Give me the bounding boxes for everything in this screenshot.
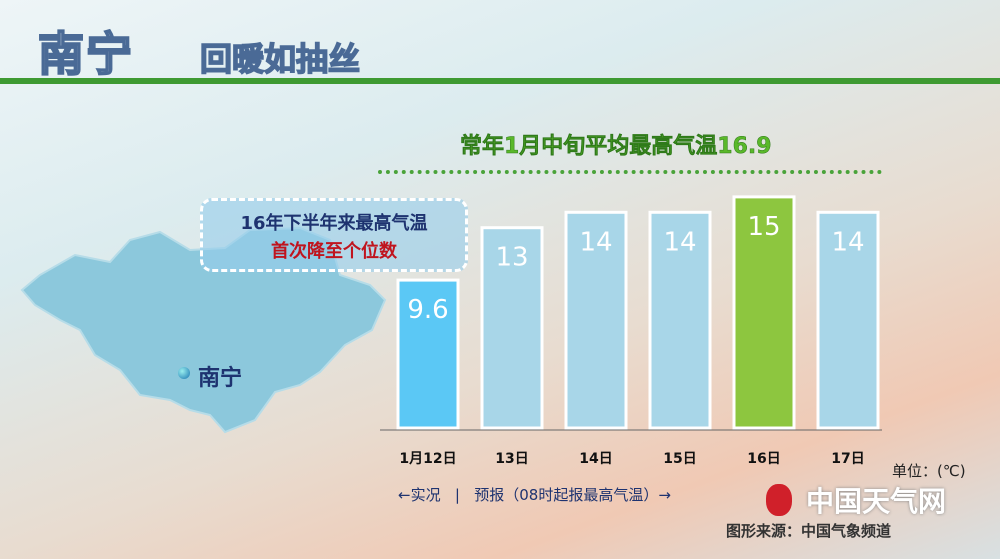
city-title: 南宁 <box>37 26 134 82</box>
x-tick-label: 17日 <box>831 451 864 467</box>
callout-line2: 首次降至个位数 <box>271 241 397 262</box>
data-label: 14 <box>831 227 864 257</box>
callout-line1: 16年下半年来最高气温 <box>240 213 428 234</box>
data-label: 15 <box>747 212 780 242</box>
unit-label: 单位：(℃) <box>892 462 966 480</box>
legend: ←实况 | 预报（08时起报最高气温）→ <box>398 486 671 504</box>
data-label: 14 <box>579 227 612 257</box>
city-label: 南宁 <box>198 366 243 391</box>
data-label: 14 <box>663 227 696 257</box>
reference-line <box>378 170 882 174</box>
x-tick-label: 1月12日 <box>399 451 456 467</box>
source-label: 图形来源：中国气象频道 <box>726 522 892 540</box>
data-label: 13 <box>495 243 528 273</box>
x-tick-label: 15日 <box>663 451 696 467</box>
chart-title: 常年1月中旬平均最高气温16.9 <box>460 134 772 160</box>
bar <box>564 210 628 430</box>
header-divider <box>0 78 1000 84</box>
bar <box>732 195 796 430</box>
callout: 16年下半年来最高气温 首次降至个位数 <box>200 198 468 272</box>
x-tick-label: 16日 <box>747 451 780 467</box>
watermark-logo: 中国天气网 <box>806 485 947 518</box>
data-label: 9.6 <box>407 295 448 325</box>
bar <box>648 210 712 430</box>
bar <box>480 226 544 430</box>
bar <box>816 210 880 430</box>
seal-logo-icon <box>766 484 792 516</box>
headline: 回暖如抽丝 <box>199 39 361 79</box>
city-marker-icon <box>178 367 190 379</box>
x-tick-label: 13日 <box>495 451 528 467</box>
x-tick-label: 14日 <box>579 451 612 467</box>
bar <box>396 278 460 430</box>
